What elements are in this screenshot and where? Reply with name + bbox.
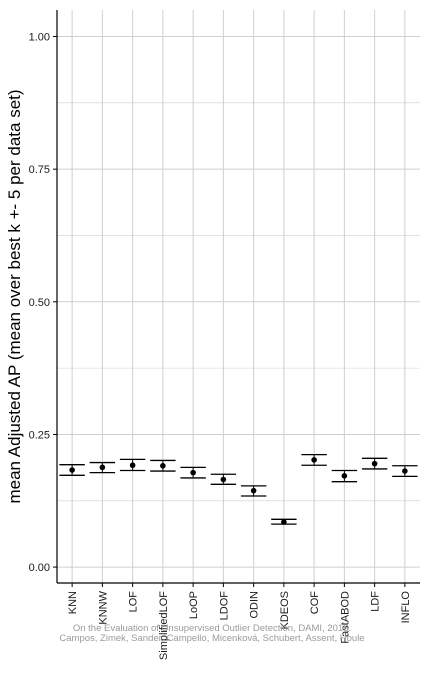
x-tick-label: LDF	[370, 591, 382, 612]
errorbar-simplifiedlof	[150, 459, 176, 472]
x-tick-label: KNN	[67, 591, 79, 614]
data-point	[311, 457, 317, 463]
y-tick-label: 1.00	[29, 32, 50, 44]
y-tick-labels: 0.00 0.25 0.50 0.75 1.00	[29, 32, 50, 575]
x-tick-label: KNNW	[97, 590, 109, 624]
y-tick-label: 0.75	[29, 164, 50, 176]
data-point	[99, 464, 106, 471]
errorbar-ldf	[361, 457, 388, 470]
x-tick-label: ODIN	[249, 591, 261, 619]
data-point	[371, 460, 378, 467]
data-point	[220, 476, 227, 483]
errorbar-ldof	[210, 473, 237, 485]
x-tick-label: LDOF	[218, 591, 230, 621]
watermark-line-2: Campos, Zimek, Sander, Campello, Micenko…	[59, 633, 364, 644]
x-tick-label: KDEOS	[279, 591, 291, 630]
y-tick-label: 0.00	[29, 562, 50, 574]
axes	[53, 10, 420, 587]
y-axis-title: mean Adjusted AP (mean over best k +- 5 …	[5, 89, 24, 503]
errorbar-inflo	[392, 465, 418, 478]
errorbar-fastabod	[331, 469, 358, 483]
data-point	[69, 467, 75, 473]
data-point	[190, 469, 196, 476]
watermark: On the Evaluation of Unsupervised Outlie…	[59, 623, 364, 644]
data-point	[160, 462, 166, 469]
x-tick-label: SimplifiedLOF	[158, 591, 170, 660]
data-marks	[59, 453, 418, 525]
y-tick-label: 0.50	[29, 297, 50, 309]
errorbar-kdeos	[271, 518, 297, 525]
x-tick-label: LoOP	[188, 591, 200, 619]
errorbar-cof	[301, 453, 327, 466]
errorbar-odin	[240, 485, 267, 497]
x-tick-label: INFLO	[400, 591, 412, 624]
errorbar-knn	[59, 464, 85, 476]
errorbar-loop	[180, 466, 206, 479]
x-tick-label: COF	[309, 591, 321, 615]
watermark-line-1: On the Evaluation of Unsupervised Outlie…	[73, 623, 351, 634]
y-tick-label: 0.25	[29, 429, 50, 441]
x-tick-label: FastABOD	[339, 591, 351, 644]
x-tick-labels: KNN KNNW LOF SimplifiedLOF LoOP LDOF ODIN KDEOS…	[67, 590, 412, 660]
data-point	[341, 473, 348, 479]
grid	[57, 10, 420, 583]
data-point	[281, 519, 287, 525]
data-point	[402, 468, 408, 474]
x-tick-label: LOF	[128, 591, 140, 613]
data-point	[250, 487, 257, 494]
errorbar-lof	[119, 458, 146, 472]
errorbar-knnw	[89, 461, 116, 474]
data-point	[129, 462, 136, 469]
